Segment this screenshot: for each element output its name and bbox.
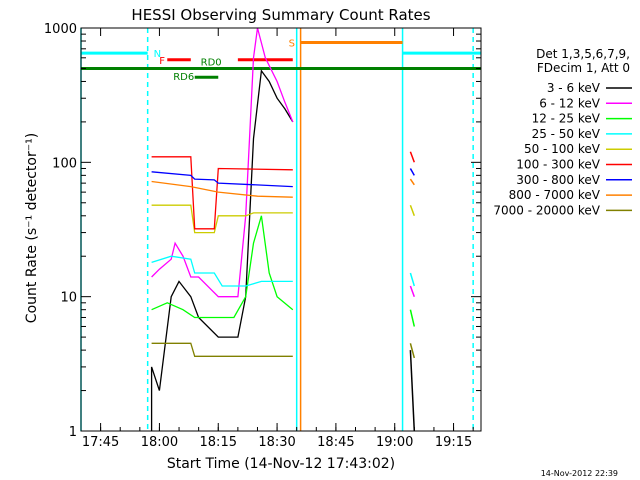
series-line-late-6 bbox=[409, 168, 415, 176]
series-line-5 bbox=[151, 156, 293, 230]
x-axis-label: Start Time (14-Nov-12 17:43:02) bbox=[167, 456, 395, 472]
series-line-late-4 bbox=[409, 204, 416, 217]
series-line-4 bbox=[151, 204, 293, 234]
y-tick-label-2: 100 bbox=[52, 156, 77, 171]
flag-label-s: S bbox=[289, 38, 295, 49]
series-line-late-8 bbox=[409, 343, 416, 359]
x-tick-label-5: 19:00 bbox=[376, 435, 413, 450]
series-line-late-0 bbox=[409, 350, 416, 432]
series-line-3 bbox=[151, 255, 293, 287]
flag-label-rd6: RD6 bbox=[173, 72, 194, 83]
legend: Det 1,3,5,6,7,9,FDecim 1, Att 0 3 - 6 keV… bbox=[493, 47, 632, 217]
series-line-late-3 bbox=[409, 272, 416, 287]
legend-label-6: 300 - 800 keV bbox=[516, 173, 600, 187]
series-line-8 bbox=[151, 342, 293, 357]
x-tick-label-3: 18:30 bbox=[258, 435, 295, 450]
series-line-late-2 bbox=[409, 309, 416, 327]
flag-label-rd0: RD0 bbox=[201, 57, 222, 68]
legend-label-5: 100 - 300 keV bbox=[516, 158, 600, 172]
series-line-late-1 bbox=[409, 285, 416, 297]
x-tick-label-1: 18:00 bbox=[141, 435, 178, 450]
flag-label-n: N bbox=[154, 49, 161, 60]
legend-header-1: FDecim 1, Att 0 bbox=[537, 61, 630, 75]
series-line-late-5 bbox=[409, 151, 416, 163]
flag-label-f: F bbox=[159, 56, 165, 67]
series-line-7 bbox=[151, 180, 293, 198]
timestamp: 14-Nov-2012 22:39 bbox=[541, 469, 618, 478]
legend-header-0: Det 1,3,5,6,7,9, bbox=[536, 47, 630, 61]
series-line-2 bbox=[151, 215, 294, 319]
legend-label-2: 12 - 25 keV bbox=[532, 112, 601, 126]
x-tick-label-2: 18:15 bbox=[200, 435, 237, 450]
legend-label-4: 50 - 100 keV bbox=[524, 142, 601, 156]
y-tick-label-1: 10 bbox=[60, 291, 77, 306]
x-tick-label-0: 17:45 bbox=[82, 435, 119, 450]
legend-label-1: 6 - 12 keV bbox=[539, 96, 601, 110]
series-line-6 bbox=[151, 171, 293, 188]
series-line-late-7 bbox=[409, 178, 415, 186]
plot-frame bbox=[80, 27, 482, 432]
legend-label-8: 7000 - 20000 keV bbox=[493, 203, 600, 217]
plot-area: NF RD0 RD6 S bbox=[80, 27, 481, 432]
legend-label-0: 3 - 6 keV bbox=[547, 81, 601, 95]
series-line-1 bbox=[151, 27, 294, 298]
legend-label-7: 800 - 7000 keV bbox=[509, 188, 601, 202]
y-axis-label: Count Rate (s⁻¹ detector⁻¹) bbox=[24, 133, 40, 323]
legend-label-3: 25 - 50 keV bbox=[532, 127, 601, 141]
y-tick-label-0: 1 bbox=[69, 425, 77, 440]
chart-title: HESSI Observing Summary Count Rates bbox=[131, 6, 430, 24]
axes: 17:45 18:00 18:15 18:30 18:45 19:00 19:15 1 10 10… bbox=[44, 22, 482, 450]
y-tick-label-3: 1000 bbox=[44, 22, 77, 37]
x-tick-label-6: 19:15 bbox=[435, 435, 472, 450]
x-tick-label-4: 18:45 bbox=[317, 435, 354, 450]
